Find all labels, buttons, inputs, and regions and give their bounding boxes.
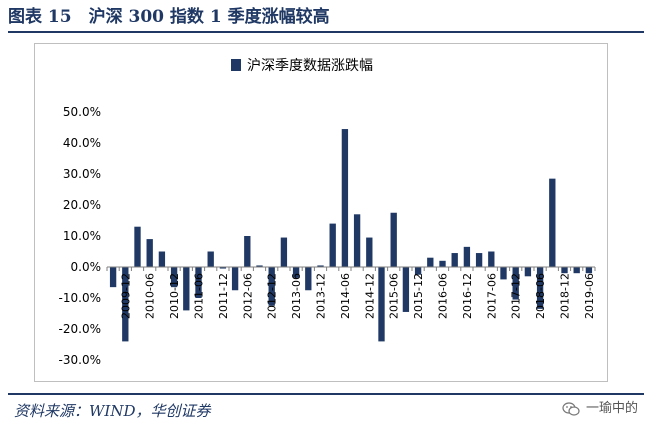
x-tick-label: 2011-12 bbox=[217, 273, 230, 319]
bar-2012-12 bbox=[268, 267, 275, 306]
bar-2019-06 bbox=[585, 267, 593, 274]
y-tick-label: 10.0% bbox=[63, 229, 101, 243]
bar-2017-12 bbox=[512, 267, 519, 300]
legend-label: 沪深季度数据涨跌幅 bbox=[247, 58, 373, 74]
y-tick-label: -30.0% bbox=[59, 353, 101, 367]
bar-2012-06 bbox=[244, 236, 251, 267]
y-tick-label: -10.0% bbox=[59, 291, 101, 305]
x-tick-label: 2017-06 bbox=[485, 273, 498, 319]
x-tick-label: 2017-12 bbox=[510, 273, 523, 319]
y-tick-label: 40.0% bbox=[63, 136, 101, 150]
bar-2009-12 bbox=[122, 267, 129, 342]
x-tick-label: 2010-12 bbox=[168, 273, 181, 319]
x-tick-label: 2012-06 bbox=[241, 273, 254, 319]
bar-2013-09 bbox=[305, 267, 312, 291]
x-tick-label: 2016-06 bbox=[437, 273, 450, 319]
bar-chart: 50.0% 40.0% 30.0% 20.0% 10.0% 0.0% -10.0% -20.0… bbox=[59, 58, 596, 367]
wechat-watermark: 一瑜中的 bbox=[562, 398, 638, 420]
x-tick-label: 2012-12 bbox=[266, 273, 279, 319]
bar-2013-12 bbox=[317, 265, 324, 267]
data-source-note: 资料来源：WIND，华创证券 bbox=[14, 402, 211, 420]
y-tick-label: 30.0% bbox=[63, 167, 101, 181]
x-tick-label: 2018-06 bbox=[534, 273, 547, 319]
bar-2015-09 bbox=[402, 267, 410, 312]
bar-2010-06 bbox=[146, 239, 153, 267]
legend-swatch bbox=[231, 59, 241, 71]
bar-2016-09 bbox=[451, 253, 458, 267]
x-tick-label: 2010-06 bbox=[144, 273, 157, 319]
bar-2016-03 bbox=[427, 257, 434, 267]
bar-2018-09 bbox=[549, 178, 556, 267]
bar-2011-09 bbox=[207, 251, 214, 267]
bar-2014-12 bbox=[366, 237, 373, 267]
bar-2018-06 bbox=[536, 267, 544, 309]
bar-2015-03 bbox=[378, 267, 385, 342]
y-tick-label: -20.0% bbox=[59, 322, 101, 336]
bar-2009-09 bbox=[109, 267, 117, 288]
x-tick-label: 2009-12 bbox=[119, 273, 132, 319]
figure-title: 图表 15 沪深 300 指数 1 季度涨幅较高 bbox=[8, 7, 330, 27]
x-tick-label: 2016-12 bbox=[461, 273, 474, 319]
bar-2011-03 bbox=[183, 267, 190, 311]
bar-2018-12 bbox=[561, 267, 568, 274]
y-tick-label: 0.0% bbox=[71, 260, 102, 274]
bar-2015-12 bbox=[414, 267, 422, 275]
x-tick-label: 2015-06 bbox=[388, 273, 401, 319]
bar-2014-03 bbox=[329, 223, 336, 267]
x-tick-label: 2018-12 bbox=[559, 273, 572, 319]
y-tick-label: 50.0% bbox=[63, 105, 101, 119]
bar-2018-03 bbox=[524, 267, 532, 277]
bar-2013-06 bbox=[292, 267, 300, 278]
bar-2016-12 bbox=[463, 246, 471, 267]
x-tick-label: 2014-06 bbox=[339, 273, 352, 319]
x-tick-label: 2013-12 bbox=[315, 273, 328, 319]
wechat-icon bbox=[562, 401, 580, 416]
chart-container: 50.0% 40.0% 30.0% 20.0% 10.0% 0.0% -10.0% -20.0… bbox=[34, 43, 608, 382]
bar-2014-09 bbox=[353, 214, 361, 267]
title-divider bbox=[8, 31, 644, 33]
bar-2010-12 bbox=[170, 267, 178, 288]
x-tick-label: 2013-06 bbox=[290, 273, 303, 319]
x-tick-label: 2019-06 bbox=[583, 273, 596, 319]
bar-2014-06 bbox=[341, 129, 349, 267]
bar-2013-03 bbox=[280, 237, 288, 267]
bar-2012-03 bbox=[231, 267, 239, 291]
bar-2012-09 bbox=[256, 265, 263, 267]
y-tick-label: 20.0% bbox=[63, 198, 101, 212]
bar-2019-03 bbox=[573, 267, 580, 274]
bar-2017-09 bbox=[500, 267, 507, 280]
bar-2011-06 bbox=[195, 267, 202, 298]
bar-2015-06 bbox=[390, 212, 397, 267]
bar-2017-06 bbox=[488, 251, 495, 267]
watermark-text: 一瑜中的 bbox=[585, 401, 638, 416]
bar-2011-12 bbox=[219, 267, 227, 269]
x-tick-label: 2014-12 bbox=[363, 273, 376, 319]
bar-2010-03 bbox=[134, 226, 141, 267]
x-tick-label: 2015-12 bbox=[412, 273, 425, 319]
bar-2017-03 bbox=[475, 253, 483, 267]
x-tick-label: 2011-06 bbox=[193, 273, 206, 319]
footer-divider bbox=[8, 393, 644, 395]
bar-2016-06 bbox=[439, 260, 446, 267]
bar-2010-09 bbox=[158, 251, 166, 267]
